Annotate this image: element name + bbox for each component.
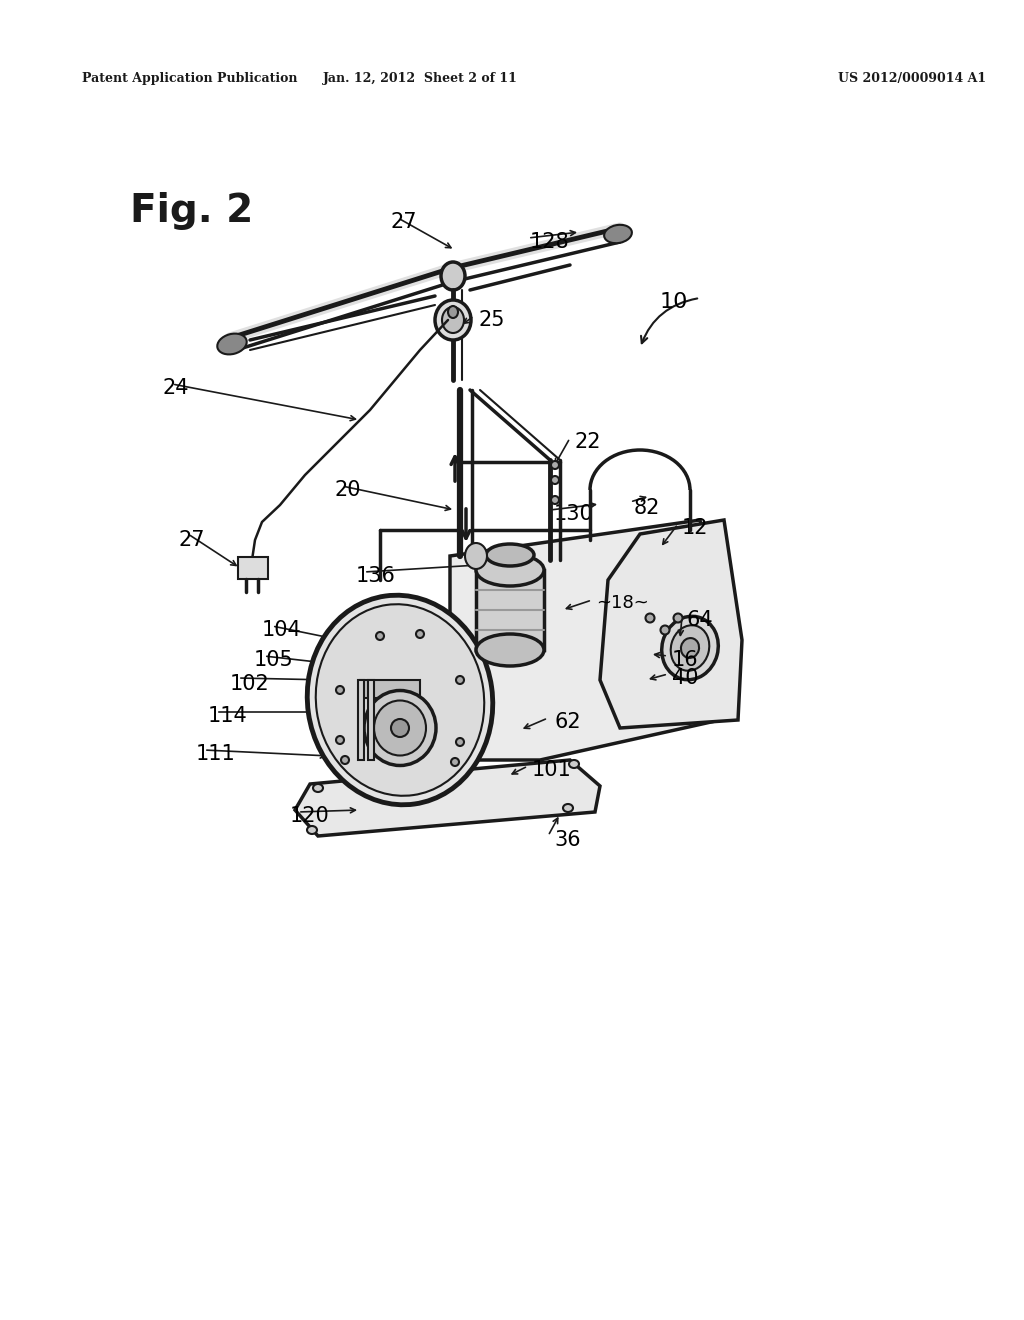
Ellipse shape: [476, 634, 544, 667]
Polygon shape: [380, 520, 730, 760]
Ellipse shape: [313, 784, 323, 792]
Ellipse shape: [563, 804, 573, 812]
Text: 130: 130: [554, 504, 594, 524]
Text: 105: 105: [254, 649, 294, 671]
Text: 16: 16: [672, 649, 698, 671]
Text: 27: 27: [390, 213, 417, 232]
Text: 136: 136: [356, 566, 396, 586]
Ellipse shape: [307, 595, 493, 805]
Text: 10: 10: [660, 292, 688, 312]
Text: 40: 40: [672, 668, 698, 688]
Ellipse shape: [391, 719, 409, 737]
Text: US 2012/0009014 A1: US 2012/0009014 A1: [838, 73, 986, 84]
Ellipse shape: [671, 626, 710, 671]
Bar: [238, 557, 268, 579]
Text: Fig. 2: Fig. 2: [130, 191, 253, 230]
Text: 82: 82: [634, 498, 660, 517]
Ellipse shape: [376, 632, 384, 640]
Ellipse shape: [217, 334, 247, 354]
Ellipse shape: [416, 630, 424, 638]
Ellipse shape: [336, 737, 344, 744]
Ellipse shape: [364, 690, 436, 766]
Text: 22: 22: [574, 432, 600, 451]
Ellipse shape: [674, 614, 683, 623]
Ellipse shape: [451, 758, 459, 766]
Text: 104: 104: [262, 620, 302, 640]
Ellipse shape: [476, 554, 544, 586]
Text: 128: 128: [530, 232, 569, 252]
Ellipse shape: [551, 477, 559, 484]
Ellipse shape: [681, 638, 699, 657]
Ellipse shape: [441, 261, 465, 290]
Text: 12: 12: [682, 517, 709, 539]
Text: Patent Application Publication: Patent Application Publication: [82, 73, 298, 84]
Bar: [358, 680, 364, 760]
Text: 64: 64: [686, 610, 713, 630]
Text: 111: 111: [196, 744, 236, 764]
Ellipse shape: [307, 826, 317, 834]
Bar: [360, 680, 420, 698]
Polygon shape: [295, 760, 600, 836]
Text: 62: 62: [554, 711, 581, 733]
Ellipse shape: [442, 308, 464, 333]
Text: 114: 114: [208, 706, 248, 726]
Ellipse shape: [486, 544, 534, 566]
Ellipse shape: [456, 676, 464, 684]
Bar: [368, 680, 374, 760]
Ellipse shape: [551, 496, 559, 504]
Polygon shape: [600, 520, 742, 729]
Text: Jan. 12, 2012  Sheet 2 of 11: Jan. 12, 2012 Sheet 2 of 11: [323, 73, 517, 84]
Ellipse shape: [569, 760, 579, 768]
Ellipse shape: [336, 686, 344, 694]
Ellipse shape: [374, 701, 426, 755]
Text: 20: 20: [334, 480, 360, 500]
Ellipse shape: [341, 756, 349, 764]
Text: 102: 102: [230, 675, 269, 694]
Text: 101: 101: [532, 760, 571, 780]
Text: 120: 120: [290, 807, 330, 826]
Ellipse shape: [645, 614, 654, 623]
Text: 25: 25: [478, 310, 505, 330]
Text: 36: 36: [554, 830, 581, 850]
Ellipse shape: [315, 605, 484, 796]
Ellipse shape: [456, 738, 464, 746]
Ellipse shape: [604, 224, 632, 243]
Ellipse shape: [660, 626, 670, 635]
Text: ~18~: ~18~: [596, 594, 649, 612]
Ellipse shape: [465, 543, 487, 569]
Text: 24: 24: [162, 378, 188, 399]
Ellipse shape: [435, 300, 471, 341]
Ellipse shape: [449, 306, 458, 318]
Text: 27: 27: [178, 531, 205, 550]
Ellipse shape: [551, 461, 559, 469]
Ellipse shape: [662, 616, 718, 680]
Bar: [476, 570, 544, 649]
